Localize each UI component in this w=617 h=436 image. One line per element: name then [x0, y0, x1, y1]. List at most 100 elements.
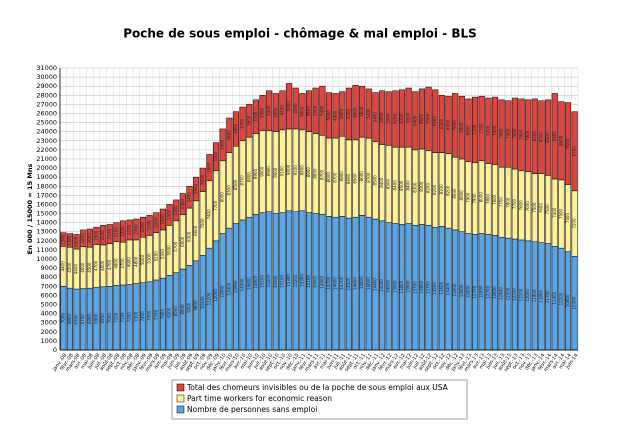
bar-segment — [252, 99, 259, 134]
value-label: 7400 — [565, 213, 570, 224]
value-label: 7900 — [160, 309, 165, 320]
value-label: 4700 — [94, 260, 99, 271]
value-label: 7500 — [545, 204, 550, 215]
value-label: 15100 — [260, 275, 265, 288]
value-label: 8900 — [306, 167, 311, 178]
value-label: 7700 — [512, 198, 517, 209]
bar-segment — [551, 93, 558, 180]
value-label: 5900 — [386, 113, 391, 124]
value-label: 10400 — [200, 296, 205, 309]
value-label: 5700 — [173, 241, 178, 252]
y-tick-label: 5000 — [40, 301, 57, 309]
value-label: 8300 — [226, 185, 231, 196]
value-label: 3800 — [233, 123, 238, 134]
value-label: 8000 — [459, 190, 464, 201]
value-label: 6400 — [412, 115, 417, 126]
value-label: 8600 — [326, 172, 331, 183]
bar-segment — [385, 91, 392, 146]
y-tick-label: 20000 — [36, 164, 57, 172]
bar-segment — [120, 220, 127, 243]
value-label: 6300 — [187, 231, 192, 242]
value-label: 7500 — [558, 208, 563, 219]
value-label: 3100 — [213, 151, 218, 162]
bar-segment — [186, 186, 193, 209]
value-label: 15100 — [279, 275, 284, 288]
value-label: 10800 — [565, 294, 570, 307]
bar-segment — [359, 85, 366, 138]
value-label: 9100 — [293, 165, 298, 176]
bar-segment — [372, 92, 379, 142]
value-label: 8600 — [346, 173, 351, 184]
value-label: 2300 — [180, 198, 185, 209]
value-label: 7600 — [525, 201, 530, 212]
value-label: 7300 — [505, 128, 510, 139]
value-label: 11700 — [545, 290, 550, 303]
bar-segment — [305, 90, 313, 132]
value-label: 7700 — [499, 197, 504, 208]
value-label: 12000 — [525, 289, 530, 302]
y-tick-label: 24000 — [36, 128, 57, 136]
value-label: 7150 — [120, 312, 125, 323]
bar-segment — [545, 99, 552, 176]
value-label: 9000 — [286, 164, 291, 175]
bar-segment — [491, 96, 499, 165]
value-label: 6000 — [180, 236, 185, 247]
value-label: 7600 — [538, 203, 543, 214]
value-label: 5900 — [379, 112, 384, 123]
value-label: 13000 — [459, 284, 464, 297]
value-label: 5700 — [346, 108, 351, 119]
value-label: 2300 — [160, 214, 165, 225]
bar-segment — [146, 215, 153, 236]
bar-segment — [478, 95, 485, 162]
value-label: 7400 — [140, 311, 145, 322]
value-label: 9000 — [260, 166, 265, 177]
value-label: 14900 — [253, 275, 258, 288]
value-label: 7800 — [505, 197, 510, 208]
value-label: 8000 — [538, 132, 543, 143]
bar-segment — [352, 85, 359, 141]
value-label: 12800 — [220, 285, 225, 298]
bar-segment — [246, 104, 253, 138]
value-label: 6750 — [80, 314, 85, 325]
value-label: 7000 — [107, 313, 112, 324]
value-label: 7900 — [465, 192, 470, 203]
y-tick-label: 16000 — [36, 200, 57, 208]
value-label: 7200 — [572, 218, 577, 229]
legend-label: Total des chomeurs invisibles ou de la p… — [186, 383, 449, 392]
value-label: 15300 — [299, 274, 304, 287]
value-label: 8000 — [452, 188, 457, 199]
value-label: 7400 — [499, 128, 504, 139]
value-label: 15300 — [286, 274, 291, 287]
bar-segment — [531, 98, 538, 174]
bar-segment — [133, 218, 140, 241]
bar-segment — [60, 232, 67, 247]
bar-segment — [226, 117, 233, 153]
value-label: 8800 — [313, 168, 318, 179]
y-tick-label: 9000 — [40, 264, 57, 272]
value-label: 7100 — [113, 312, 118, 323]
bar-segment — [398, 89, 406, 148]
value-label: 12300 — [505, 287, 510, 300]
value-label: 14500 — [346, 277, 351, 290]
y-tick-label: 21000 — [36, 155, 57, 163]
value-label: 2100 — [107, 228, 112, 239]
value-label: 2300 — [133, 224, 138, 235]
value-label: 4300 — [279, 105, 284, 116]
bar-segment — [405, 87, 412, 148]
value-label: 13800 — [419, 280, 424, 293]
y-tick-label: 12000 — [36, 237, 57, 245]
value-label: 13900 — [233, 280, 238, 293]
value-label: 13900 — [406, 280, 411, 293]
value-label: 3600 — [246, 115, 251, 126]
bar-segment — [418, 88, 425, 150]
value-label: 12800 — [465, 285, 470, 298]
value-label: 7100 — [479, 123, 484, 134]
bar-segment — [286, 83, 293, 130]
value-label: 11400 — [552, 291, 557, 304]
value-label: 8600 — [359, 171, 364, 182]
bar-segment — [153, 212, 160, 233]
value-label: 6200 — [392, 113, 397, 124]
bar-segment — [319, 85, 326, 136]
y-tick-label: 19000 — [36, 173, 57, 181]
y-tick-label: 4000 — [40, 310, 57, 318]
